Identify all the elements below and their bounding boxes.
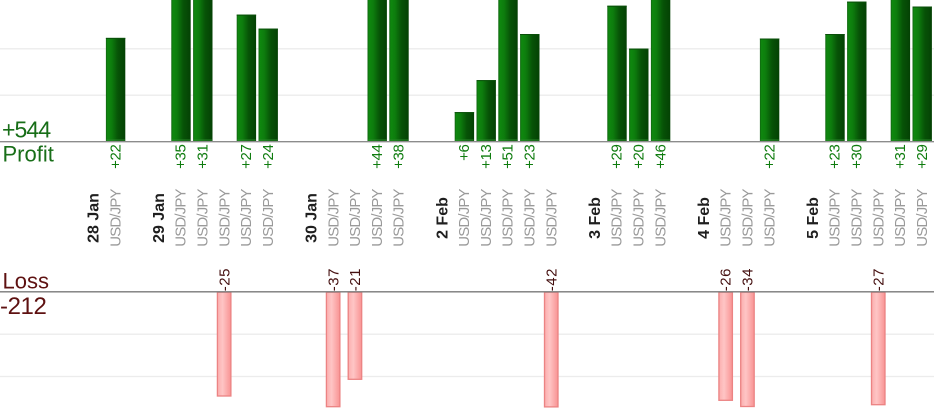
svg-text:+31: +31 [195,145,212,169]
svg-text:+13: +13 [478,145,495,169]
svg-text:-21: -21 [347,268,364,291]
svg-text:+22: +22 [761,145,778,169]
svg-text:2 Feb: 2 Feb [434,197,451,239]
svg-text:+51: +51 [500,145,517,169]
svg-text:USD/JPY: USD/JPY [195,188,212,246]
svg-text:+544: +544 [2,116,51,142]
svg-text:+6: +6 [456,145,473,161]
svg-text:USD/JPY: USD/JPY [260,188,277,246]
svg-text:USD/JPY: USD/JPY [369,188,386,246]
svg-text:+35: +35 [173,145,190,169]
svg-text:USD/JPY: USD/JPY [456,188,473,246]
svg-text:USD/JPY: USD/JPY [914,188,931,246]
svg-text:-212: -212 [0,293,46,320]
svg-text:USD/JPY: USD/JPY [325,188,342,246]
svg-text:USD/JPY: USD/JPY [478,188,495,246]
svg-text:USD/JPY: USD/JPY [609,188,626,246]
svg-text:+22: +22 [107,145,124,169]
svg-text:-27: -27 [870,268,887,291]
svg-text:-25: -25 [216,268,233,291]
svg-text:USD/JPY: USD/JPY [761,188,778,246]
svg-text:+38: +38 [391,145,408,169]
svg-text:+46: +46 [652,145,669,169]
svg-text:USD/JPY: USD/JPY [827,188,844,246]
svg-text:+24: +24 [260,145,277,169]
svg-text:Profit: Profit [3,142,54,167]
svg-text:USD/JPY: USD/JPY [652,188,669,246]
svg-text:USD/JPY: USD/JPY [631,188,648,246]
svg-text:+20: +20 [631,145,648,169]
svg-text:USD/JPY: USD/JPY [849,188,866,246]
svg-text:+23: +23 [522,145,539,169]
svg-text:USD/JPY: USD/JPY [740,188,757,246]
svg-text:USD/JPY: USD/JPY [107,188,124,246]
svg-text:USD/JPY: USD/JPY [500,188,517,246]
svg-text:USD/JPY: USD/JPY [522,188,539,246]
svg-text:USD/JPY: USD/JPY [216,188,233,246]
svg-text:USD/JPY: USD/JPY [347,188,364,246]
svg-text:4 Feb: 4 Feb [696,197,713,239]
svg-text:-37: -37 [325,268,342,291]
svg-text:3 Feb: 3 Feb [587,197,604,239]
svg-text:+31: +31 [892,145,909,169]
svg-text:-34: -34 [740,268,757,291]
svg-text:Loss: Loss [3,268,49,293]
svg-text:29 Jan: 29 Jan [151,193,168,243]
svg-text:-26: -26 [718,268,735,291]
svg-text:+29: +29 [609,145,626,169]
svg-text:28 Jan: 28 Jan [86,193,103,243]
svg-text:+23: +23 [827,145,844,169]
svg-text:USD/JPY: USD/JPY [870,188,887,246]
svg-text:30 Jan: 30 Jan [304,193,321,243]
svg-text:+30: +30 [849,145,866,169]
svg-text:USD/JPY: USD/JPY [892,188,909,246]
svg-text:+44: +44 [369,145,386,169]
svg-text:-42: -42 [543,268,560,291]
svg-text:USD/JPY: USD/JPY [391,188,408,246]
svg-text:5 Feb: 5 Feb [805,197,822,239]
svg-text:USD/JPY: USD/JPY [238,188,255,246]
svg-text:USD/JPY: USD/JPY [173,188,190,246]
svg-text:USD/JPY: USD/JPY [543,188,560,246]
svg-text:+29: +29 [914,145,931,169]
svg-text:+27: +27 [238,145,255,169]
svg-text:USD/JPY: USD/JPY [718,188,735,246]
